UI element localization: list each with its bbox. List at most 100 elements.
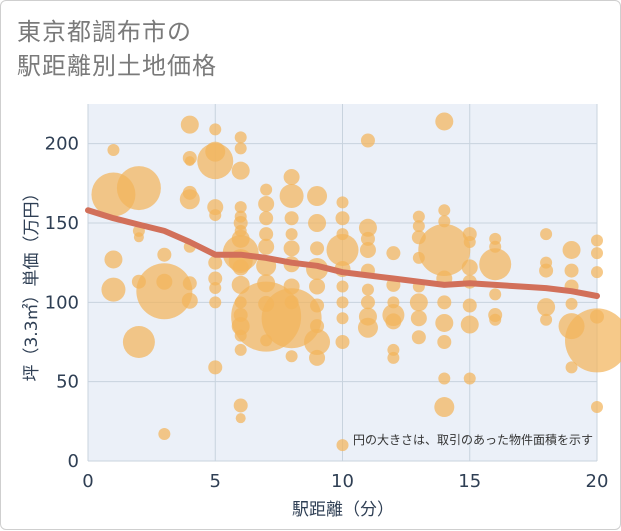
y-tick-label: 0 — [68, 451, 79, 472]
bubble — [304, 329, 331, 355]
bubble — [136, 263, 193, 320]
y-tick-label: 150 — [45, 213, 79, 234]
bubble — [564, 263, 579, 278]
bubble — [133, 232, 144, 243]
bubble — [358, 218, 377, 237]
bubble — [285, 350, 298, 363]
bubble — [158, 428, 171, 441]
bubble — [179, 189, 200, 210]
bubble — [260, 183, 273, 196]
bubble — [562, 240, 581, 259]
bubble — [258, 238, 275, 255]
bubble — [310, 298, 325, 313]
bubble — [386, 246, 401, 261]
bubble — [104, 250, 123, 269]
bubble — [434, 397, 455, 418]
bubble — [284, 211, 299, 226]
bubble — [181, 292, 198, 309]
bubble — [357, 317, 378, 338]
bubble — [387, 351, 400, 364]
bubble — [184, 156, 195, 167]
x-tick-label: 20 — [586, 471, 609, 492]
bubble — [209, 123, 222, 136]
bubble — [565, 308, 621, 373]
bubble — [360, 295, 375, 310]
bubble — [540, 313, 553, 326]
bubble — [489, 313, 502, 326]
bubble — [231, 161, 250, 180]
size-annotation: 円の大きさは、取引のあった物件面積を示す — [353, 432, 593, 447]
bubble — [209, 296, 222, 309]
bubble — [540, 228, 553, 241]
bubble — [233, 398, 248, 413]
bubble — [539, 263, 554, 278]
bubble — [310, 241, 325, 256]
bubble-layer — [91, 112, 621, 452]
bubble — [180, 115, 199, 134]
bubble — [261, 288, 322, 349]
bubble — [208, 271, 223, 286]
bubble — [435, 313, 454, 332]
bubble — [409, 293, 428, 312]
bubble — [438, 372, 451, 385]
bubble — [234, 343, 247, 356]
bubble — [591, 266, 603, 279]
x-tick-label: 10 — [331, 471, 354, 492]
bubble — [385, 313, 402, 330]
bubble — [259, 211, 274, 226]
bubble — [360, 133, 375, 148]
bubble — [463, 236, 476, 249]
bubble — [307, 186, 328, 207]
bubble — [591, 401, 603, 414]
trend-line — [85, 207, 600, 299]
bubble — [157, 247, 172, 262]
bubble — [234, 201, 247, 214]
y-axis-label: 坪（3.3㎡）単価（万円） — [22, 184, 42, 381]
bubble — [259, 227, 274, 242]
bubble — [437, 335, 452, 349]
bubble — [208, 360, 223, 375]
bubble — [418, 223, 471, 276]
bubble — [336, 296, 349, 309]
bubble — [309, 349, 326, 366]
bubble — [359, 241, 376, 258]
bubble — [591, 247, 603, 260]
bubble — [335, 335, 350, 349]
bubble — [479, 248, 512, 281]
bubble — [234, 131, 247, 144]
bubble — [461, 259, 478, 276]
y-tick-label: 200 — [45, 134, 79, 155]
bubble — [258, 195, 275, 212]
bubble — [463, 372, 476, 385]
bubble — [197, 143, 234, 180]
bubble — [438, 204, 451, 217]
bubble — [285, 228, 298, 241]
bubble — [279, 184, 304, 209]
bubble — [122, 326, 155, 358]
y-tick-label: 50 — [56, 372, 79, 393]
bubble — [232, 259, 249, 276]
bubble — [209, 209, 222, 222]
bubble — [101, 277, 126, 302]
bubble — [309, 278, 326, 295]
bubble — [336, 439, 349, 452]
bubble — [308, 214, 327, 232]
bubble — [537, 298, 556, 317]
bubble — [565, 361, 578, 374]
bubble — [336, 312, 349, 325]
bubble — [460, 315, 479, 334]
bubble — [182, 276, 197, 291]
bubble — [361, 283, 374, 296]
bubble — [360, 231, 375, 246]
x-axis-label: 駅距離（分） — [292, 500, 394, 520]
bubble — [326, 233, 359, 266]
x-tick-label: 5 — [210, 471, 221, 492]
bubble — [412, 210, 425, 223]
title-line-2: 駅距離別土地価格 — [17, 52, 217, 80]
bubble — [437, 295, 452, 310]
bubble — [336, 196, 349, 209]
bubble — [410, 310, 427, 327]
